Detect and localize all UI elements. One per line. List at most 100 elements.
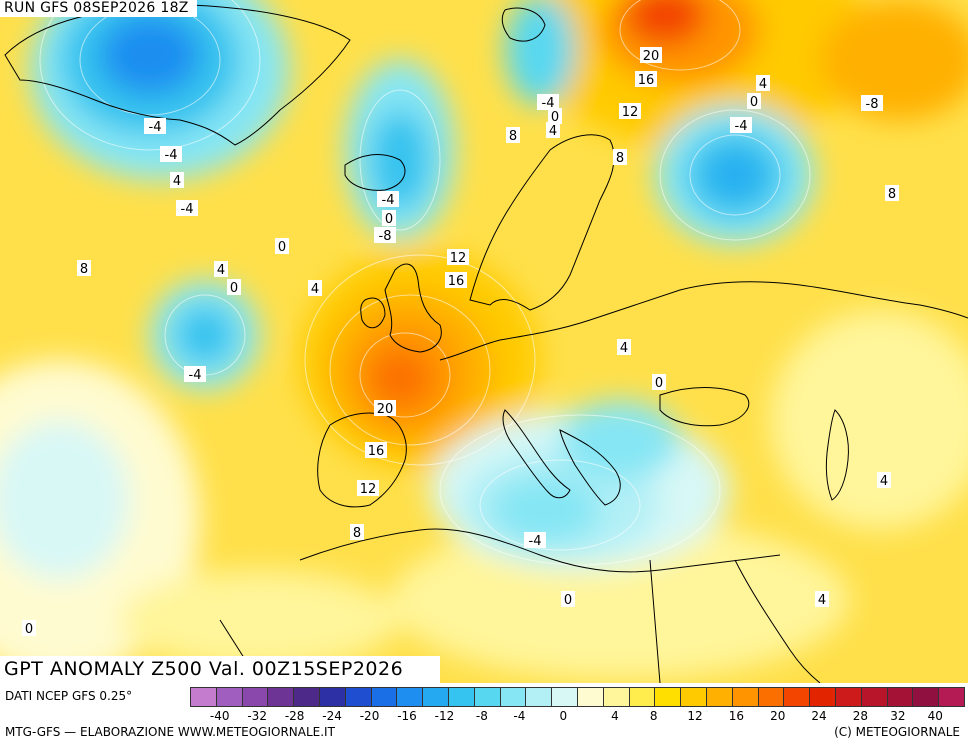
contour-label-bg — [861, 95, 883, 111]
contour-label-bg — [275, 238, 289, 254]
contour-label-bg — [652, 374, 666, 390]
contour-label-bg — [537, 94, 559, 110]
contour-label-bg — [160, 146, 182, 162]
scale-swatch — [861, 688, 888, 706]
scale-tick-label: 12 — [687, 709, 703, 723]
scale-tick-label: -24 — [322, 709, 342, 723]
scale-tick-label: 28 — [852, 709, 869, 723]
footer: DATI NCEP GFS 0.25° -40 -32 -28 -24 -20 -16 -1… — [0, 683, 968, 745]
contour-label-bg — [617, 339, 631, 355]
scale-tick-label: -8 — [475, 709, 488, 723]
contour-label: 0 — [25, 622, 33, 637]
contour-label: 0 — [278, 240, 286, 255]
contour-label-bg — [144, 118, 166, 134]
scale-swatch — [732, 688, 759, 706]
scale-tick-label: 4 — [611, 709, 619, 723]
contour-label: 4 — [818, 593, 826, 608]
scale-swatch — [706, 688, 733, 706]
contour-label: -4 — [165, 148, 178, 163]
contour-label-bg — [730, 117, 752, 133]
contour-label: 0 — [655, 376, 663, 391]
contour-label-bg — [546, 122, 560, 138]
scale-tick-label: 24 — [811, 709, 827, 723]
contour-label: 4 — [173, 174, 181, 189]
scale-tick-label: -16 — [397, 709, 417, 723]
contour-label: -4 — [149, 120, 162, 135]
scale-swatch — [500, 688, 527, 706]
contour-label: 8 — [616, 151, 624, 166]
scale-swatch — [913, 688, 940, 706]
contour-label-bg — [365, 442, 387, 458]
contour-label: -4 — [735, 119, 748, 134]
contour-label: -4 — [542, 96, 555, 111]
contour-label: -4 — [189, 368, 202, 383]
scale-swatch — [319, 688, 346, 706]
contour-label: -8 — [866, 97, 879, 112]
scale-tick-label: 16 — [728, 709, 745, 723]
contour-label: 0 — [551, 110, 559, 125]
contour-label: -8 — [379, 229, 392, 244]
scale-swatch — [216, 688, 243, 706]
scale-tick-label: -4 — [513, 709, 526, 723]
anomaly-field — [0, 0, 968, 680]
contour-label-bg — [176, 200, 198, 216]
contour-label: 16 — [448, 274, 465, 289]
contour-label: 0 — [564, 593, 572, 608]
scale-swatch — [474, 688, 501, 706]
contour-label-bg — [613, 149, 627, 165]
contour-label: 4 — [880, 474, 888, 489]
scale-tick-label: -20 — [359, 709, 380, 723]
color-scale-ticks: -40 -32 -28 -24 -20 -16 -12 -8 -4 0 4 8 12 16 20 24 28 32… — [190, 709, 965, 725]
contour-label-bg — [506, 127, 520, 143]
scale-tick-label: 0 — [559, 709, 568, 723]
contour-label: 0 — [750, 95, 758, 110]
contour-label: 8 — [888, 187, 896, 202]
contour-label: 4 — [217, 263, 225, 278]
scale-swatch — [423, 688, 449, 706]
contour-label-bg — [350, 524, 364, 540]
contour-label-bg — [214, 261, 228, 277]
contour-label-bg — [22, 620, 36, 636]
contour-label-bg — [619, 103, 641, 119]
contour-label-bg — [184, 366, 206, 382]
contour-label-bg — [747, 93, 761, 109]
scale-swatch — [603, 688, 630, 706]
scale-swatch — [939, 688, 964, 706]
contour-label: 20 — [643, 49, 660, 64]
contour-label: 0 — [230, 281, 238, 296]
contour-label: 4 — [311, 282, 319, 297]
contour-label-bg — [308, 280, 322, 296]
scale-tick-label: 40 — [927, 709, 943, 723]
contour-label-bg — [382, 210, 396, 226]
scale-swatch — [655, 688, 682, 706]
contour-label-bg — [77, 260, 91, 276]
scale-swatch — [835, 688, 862, 706]
contour-label-bg — [640, 47, 662, 63]
data-source-label: DATI NCEP GFS 0.25° — [5, 689, 133, 703]
contour-label: 12 — [450, 251, 467, 266]
scale-tick-label: -40 — [209, 709, 230, 723]
scale-tick-label: 20 — [770, 709, 786, 723]
contour-label: 12 — [622, 105, 639, 120]
contour-label: 4 — [620, 341, 628, 356]
contour-label-bg — [447, 249, 469, 265]
scale-tick-label: -12 — [434, 709, 455, 723]
contour-label-bg — [635, 71, 657, 87]
credit-left: MTG-GFS — ELABORAZIONE WWW.METEOGIORNALE… — [5, 725, 335, 739]
scale-swatch — [552, 688, 578, 706]
contour-label: 8 — [80, 262, 88, 277]
scale-swatch — [294, 688, 320, 706]
contour-label: 8 — [353, 526, 361, 541]
scale-swatch — [526, 688, 553, 706]
contour-label-bg — [374, 400, 396, 416]
scale-tick-label: -32 — [247, 709, 267, 723]
contour-label-bg — [445, 272, 467, 288]
contour-label: 4 — [549, 124, 557, 139]
contour-label-bg — [357, 480, 379, 496]
scale-swatch — [810, 688, 836, 706]
contour-label: 8 — [509, 129, 517, 144]
contour-label: 20 — [377, 402, 394, 417]
contour-label: 16 — [638, 73, 655, 88]
